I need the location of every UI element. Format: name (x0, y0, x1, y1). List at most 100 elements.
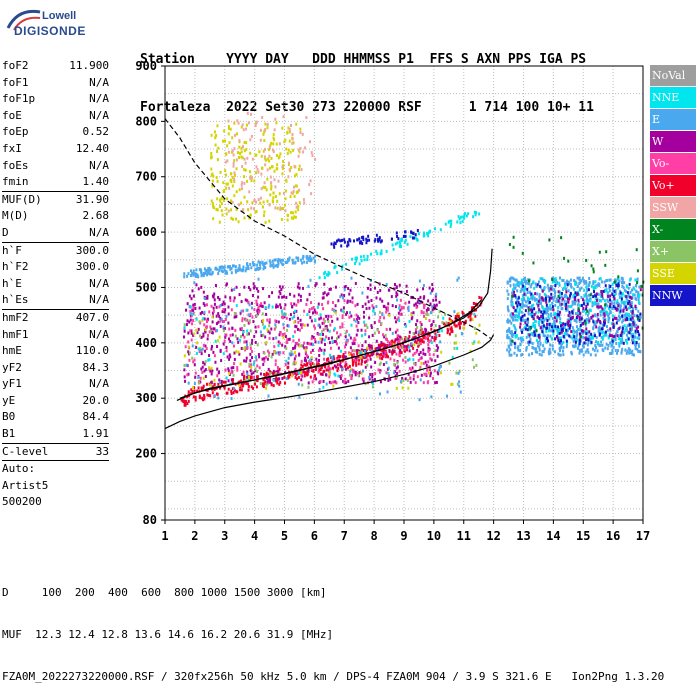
data-point (534, 282, 537, 286)
data-point (628, 351, 631, 355)
data-point (211, 311, 214, 315)
data-point (232, 153, 235, 157)
data-point (537, 315, 540, 319)
data-point (313, 374, 316, 378)
data-point (632, 337, 635, 341)
data-point (572, 301, 575, 305)
data-point (469, 318, 472, 322)
data-point (419, 357, 422, 361)
data-point (254, 124, 257, 128)
data-point (581, 322, 584, 326)
data-point (206, 273, 209, 277)
data-point (605, 342, 608, 346)
data-point (219, 170, 222, 174)
data-point (559, 303, 562, 307)
data-point (199, 346, 202, 350)
data-point (422, 332, 425, 336)
data-point (544, 294, 547, 298)
data-point (515, 283, 518, 287)
data-point (259, 261, 262, 265)
data-point (411, 236, 414, 240)
data-point (225, 376, 228, 380)
data-point (341, 314, 344, 318)
data-point (515, 301, 518, 305)
data-point (397, 237, 400, 241)
data-point (232, 391, 235, 395)
data-point (282, 191, 285, 195)
data-point (377, 346, 380, 350)
data-point (257, 260, 260, 264)
data-point (263, 155, 266, 159)
data-point (306, 323, 309, 327)
data-point (247, 121, 250, 125)
data-point (198, 396, 201, 400)
data-point (231, 149, 234, 153)
data-point (593, 332, 596, 336)
data-point (603, 314, 606, 318)
data-point (506, 348, 509, 352)
data-point (337, 238, 340, 242)
data-point (312, 377, 315, 381)
data-point (620, 276, 623, 280)
data-point (343, 355, 346, 359)
data-point (265, 371, 268, 375)
data-point (365, 307, 368, 311)
data-point (562, 297, 565, 301)
data-point (382, 362, 385, 366)
data-point (287, 337, 290, 341)
data-point (378, 236, 381, 240)
data-point (431, 377, 434, 381)
data-point (188, 304, 191, 308)
data-point (285, 328, 288, 332)
data-point (227, 150, 230, 154)
data-point (384, 343, 387, 347)
data-point (440, 350, 443, 354)
param-row: fxI 12.40 (2, 141, 109, 158)
data-point (322, 385, 325, 389)
data-point (306, 313, 309, 317)
data-point (297, 256, 300, 260)
header-values: Fortaleza 2022 Set30 273 220000 RSF 1 71… (140, 100, 594, 115)
data-point (371, 378, 374, 382)
data-point (356, 328, 359, 332)
data-point (277, 344, 280, 348)
data-point (241, 123, 244, 127)
x-tick-label: 9 (400, 529, 407, 543)
data-point (577, 307, 580, 311)
data-point (247, 267, 250, 271)
data-point (630, 326, 633, 330)
data-point (478, 295, 481, 299)
param-name: foF1p (2, 92, 36, 106)
data-point (531, 297, 534, 301)
data-point (200, 348, 203, 352)
data-point (264, 220, 267, 224)
data-point (457, 371, 460, 375)
data-point (210, 167, 213, 171)
data-point (578, 348, 581, 352)
data-point (546, 336, 549, 340)
data-point (514, 308, 517, 312)
data-point (613, 301, 616, 305)
data-point (589, 353, 592, 357)
data-point (314, 310, 317, 314)
data-point (299, 146, 302, 150)
data-point (621, 328, 624, 332)
data-point (201, 398, 204, 402)
data-point (555, 319, 558, 323)
data-point (524, 293, 527, 297)
data-point (388, 350, 391, 354)
data-point (538, 335, 541, 339)
data-point (610, 334, 613, 338)
data-point (300, 344, 303, 348)
data-point (288, 337, 291, 341)
data-point (510, 300, 513, 304)
data-point (405, 348, 408, 352)
data-point (233, 386, 236, 390)
data-point (231, 381, 234, 385)
data-point (342, 306, 345, 310)
data-point (257, 289, 260, 293)
data-point (614, 289, 617, 293)
data-point (594, 296, 597, 300)
data-point (621, 341, 624, 345)
data-point (390, 237, 393, 241)
